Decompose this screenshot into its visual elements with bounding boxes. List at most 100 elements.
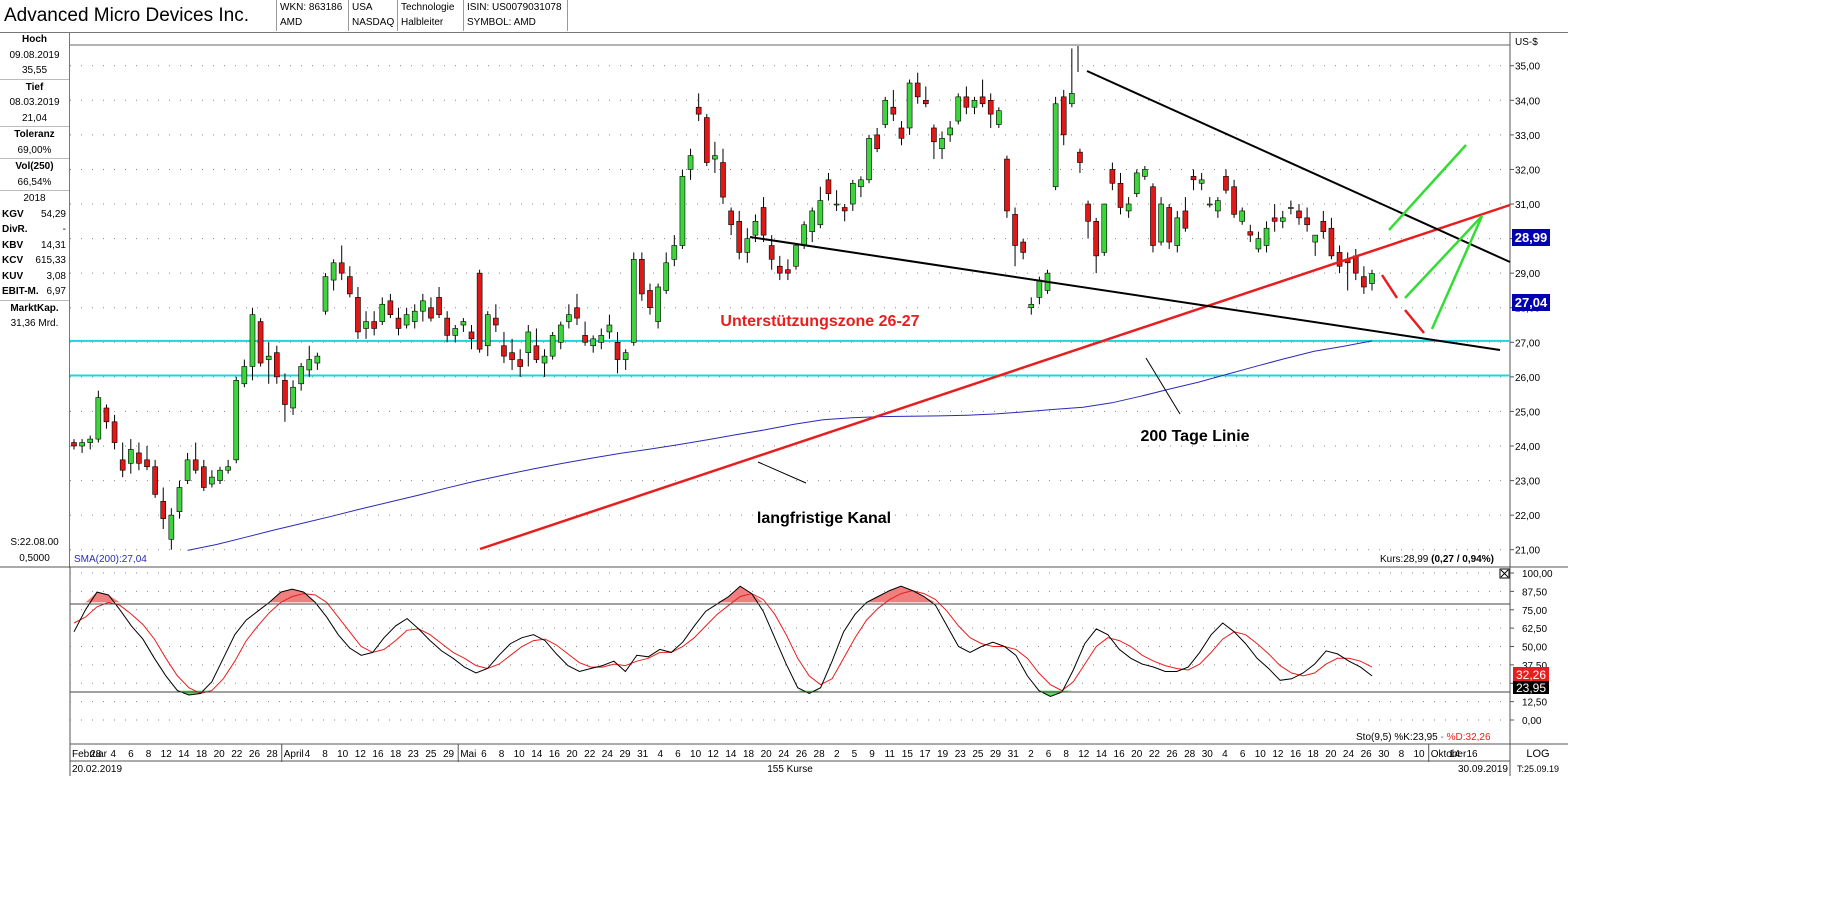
- sto-overbought-fill: [85, 592, 120, 603]
- hoch-date: 09.08.2019: [9, 49, 60, 61]
- candle-body-down: [1271, 217, 1278, 222]
- security-title: Advanced Micro Devices Inc.: [4, 5, 249, 26]
- candle-body-up: [801, 224, 807, 246]
- price-tick-label: 33,00: [1515, 131, 1540, 142]
- x-day-label: 4: [1222, 749, 1228, 760]
- sto-overbought-fill: [717, 586, 764, 603]
- x-day-label: 4: [111, 749, 117, 760]
- candle: [744, 228, 751, 263]
- ratio-kuv: KUV 3,08: [2, 270, 66, 282]
- candle: [557, 321, 564, 350]
- candle: [1263, 221, 1270, 253]
- x-day-label: 4: [305, 749, 311, 760]
- candle-body-up: [744, 238, 751, 253]
- candle: [979, 79, 986, 108]
- sto-tick-label: 75,00: [1522, 606, 1547, 617]
- candle: [712, 141, 718, 173]
- candle-body-up: [322, 276, 329, 312]
- candle: [622, 349, 629, 370]
- stochastic-panel: [70, 572, 1510, 721]
- t-date: T:25.09.19: [1517, 764, 1559, 774]
- candle: [914, 72, 921, 104]
- candle-body-up: [217, 469, 223, 481]
- x-day-label: 28: [90, 749, 102, 760]
- candle: [760, 197, 767, 243]
- candle: [241, 359, 248, 388]
- red-scenario-line-2: [1404, 309, 1425, 334]
- candle-body-down: [1247, 231, 1254, 236]
- candle-body-down: [574, 307, 580, 319]
- support-badge-bg: [1512, 294, 1550, 311]
- sto-tick-label: 87,50: [1522, 587, 1547, 598]
- candle: [1328, 217, 1335, 260]
- candle: [468, 325, 475, 350]
- candle-body-down: [1004, 158, 1010, 212]
- candle: [127, 439, 134, 474]
- candle-body-down: [776, 265, 783, 274]
- x-day-label: 20: [1131, 749, 1143, 760]
- candle-body-down: [1182, 210, 1189, 229]
- support-zone-label: Unterstützungszone 26-27: [720, 313, 919, 330]
- sto-d-line: [73, 590, 1373, 695]
- split-value: 0,5000: [19, 553, 50, 564]
- candle: [347, 266, 353, 298]
- candle-body-down: [987, 100, 994, 115]
- candle-body-down: [476, 272, 483, 350]
- x-day-label: 10: [690, 749, 702, 760]
- price-tick-label: 25,00: [1515, 407, 1540, 418]
- candle: [355, 286, 361, 339]
- candle: [1223, 169, 1229, 194]
- x-day-label: 25: [972, 749, 984, 760]
- candle: [671, 235, 678, 267]
- candle-body-down: [639, 259, 645, 295]
- ticker-text: AMD: [280, 17, 303, 28]
- candle: [1336, 245, 1343, 274]
- candle: [1158, 197, 1164, 246]
- x-day-label: 30: [1378, 749, 1390, 760]
- candle: [111, 414, 118, 450]
- red-scenario-line-1: [1380, 274, 1399, 299]
- candle: [687, 148, 694, 180]
- candle: [785, 259, 791, 281]
- tief-date: 08.03.2019: [9, 97, 60, 108]
- candle: [1361, 266, 1367, 294]
- tief-value: 21,04: [21, 112, 48, 124]
- x-day-label: 16: [372, 749, 384, 760]
- x-day-label: 6: [675, 749, 681, 760]
- x-day-label: 31: [637, 749, 649, 760]
- candle-body-up: [209, 476, 215, 485]
- candle-body-down: [768, 245, 775, 260]
- x-day-label: 12: [1272, 749, 1284, 760]
- x-day-label: 10: [1414, 749, 1426, 760]
- candle: [987, 93, 994, 128]
- candle-body-down: [428, 307, 434, 319]
- candlestick-series: [71, 48, 1375, 550]
- candle-body-down: [695, 106, 702, 115]
- log-toggle[interactable]: LOG: [1526, 748, 1549, 760]
- candle: [833, 190, 840, 211]
- candle: [1255, 231, 1262, 253]
- candle-body-up: [557, 324, 564, 343]
- candle: [1020, 238, 1026, 260]
- x-day-label: 18: [1308, 749, 1320, 760]
- sto-legend: Sto(9,5) %K:23,95 - %D:32,26: [1356, 732, 1491, 743]
- x-day-label: 20: [567, 749, 579, 760]
- candle-body-down: [963, 96, 970, 108]
- x-day-label: 6: [481, 749, 487, 760]
- x-day-label: 16: [1114, 749, 1126, 760]
- candle: [509, 338, 515, 370]
- x-day-label: 20: [214, 749, 226, 760]
- sto-tick-label: 0,00: [1522, 716, 1542, 727]
- x-day-label: 25: [425, 749, 437, 760]
- candle-body-up: [833, 203, 840, 206]
- sma-annotation-pointer: [1145, 357, 1181, 415]
- country-text: USA: [352, 2, 373, 13]
- candle-body-up: [403, 314, 410, 326]
- candle-body-down: [923, 100, 929, 105]
- candle: [866, 134, 872, 184]
- x-day-label: 23: [408, 749, 420, 760]
- candle-body-up: [1028, 303, 1035, 309]
- candle-body-down: [1304, 217, 1310, 226]
- candle: [695, 93, 702, 122]
- header-sector: Technologie Halbleiter: [397, 0, 463, 31]
